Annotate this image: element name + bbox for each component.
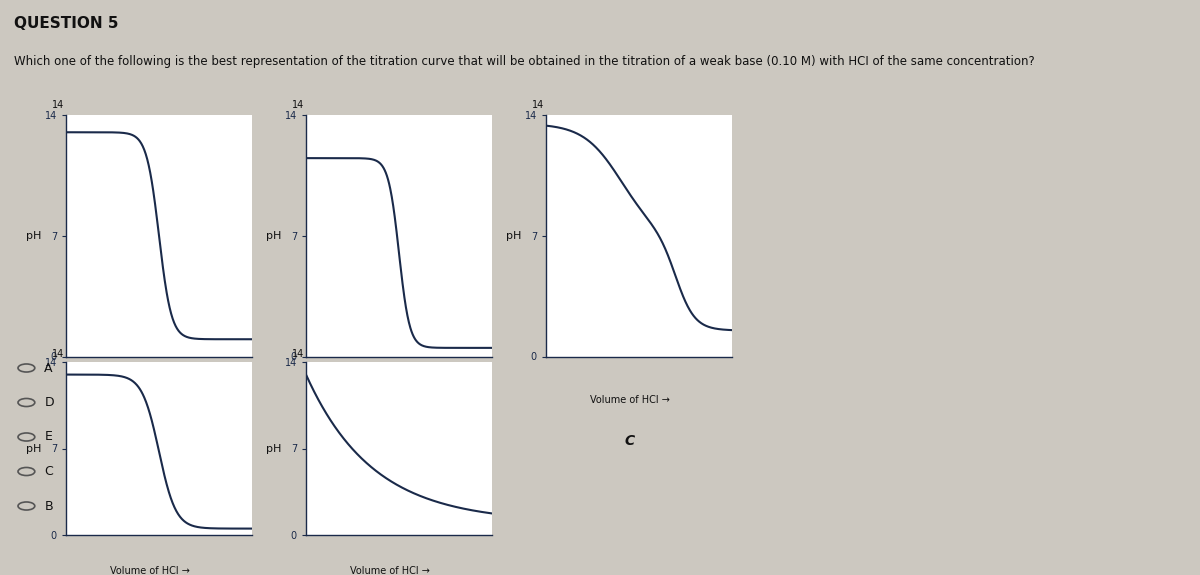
Text: E: E bbox=[44, 431, 53, 443]
Text: Volume of HCl →: Volume of HCl → bbox=[109, 395, 190, 405]
Text: Volume of HCl →: Volume of HCl → bbox=[109, 566, 190, 575]
Text: QUESTION 5: QUESTION 5 bbox=[14, 16, 119, 30]
Text: C: C bbox=[625, 434, 635, 448]
Text: B: B bbox=[384, 434, 395, 448]
Text: Volume of HCl →: Volume of HCl → bbox=[349, 566, 430, 575]
Text: C: C bbox=[44, 465, 53, 478]
Text: A: A bbox=[144, 434, 155, 448]
Text: Which one of the following is the best representation of the titration curve tha: Which one of the following is the best r… bbox=[14, 55, 1036, 68]
Y-axis label: pH: pH bbox=[266, 443, 281, 454]
Text: Volume of HCl →: Volume of HCl → bbox=[349, 395, 430, 405]
Text: B: B bbox=[44, 500, 53, 512]
Text: 14: 14 bbox=[292, 348, 304, 359]
Y-axis label: pH: pH bbox=[506, 231, 521, 241]
Y-axis label: pH: pH bbox=[266, 231, 281, 241]
Text: A: A bbox=[44, 362, 53, 374]
Y-axis label: pH: pH bbox=[26, 231, 41, 241]
Text: D: D bbox=[44, 396, 54, 409]
Y-axis label: pH: pH bbox=[26, 443, 41, 454]
Text: 14: 14 bbox=[292, 100, 304, 110]
Text: 14: 14 bbox=[52, 100, 64, 110]
Text: 14: 14 bbox=[532, 100, 544, 110]
Text: Volume of HCl →: Volume of HCl → bbox=[589, 395, 670, 405]
Text: 14: 14 bbox=[52, 348, 64, 359]
